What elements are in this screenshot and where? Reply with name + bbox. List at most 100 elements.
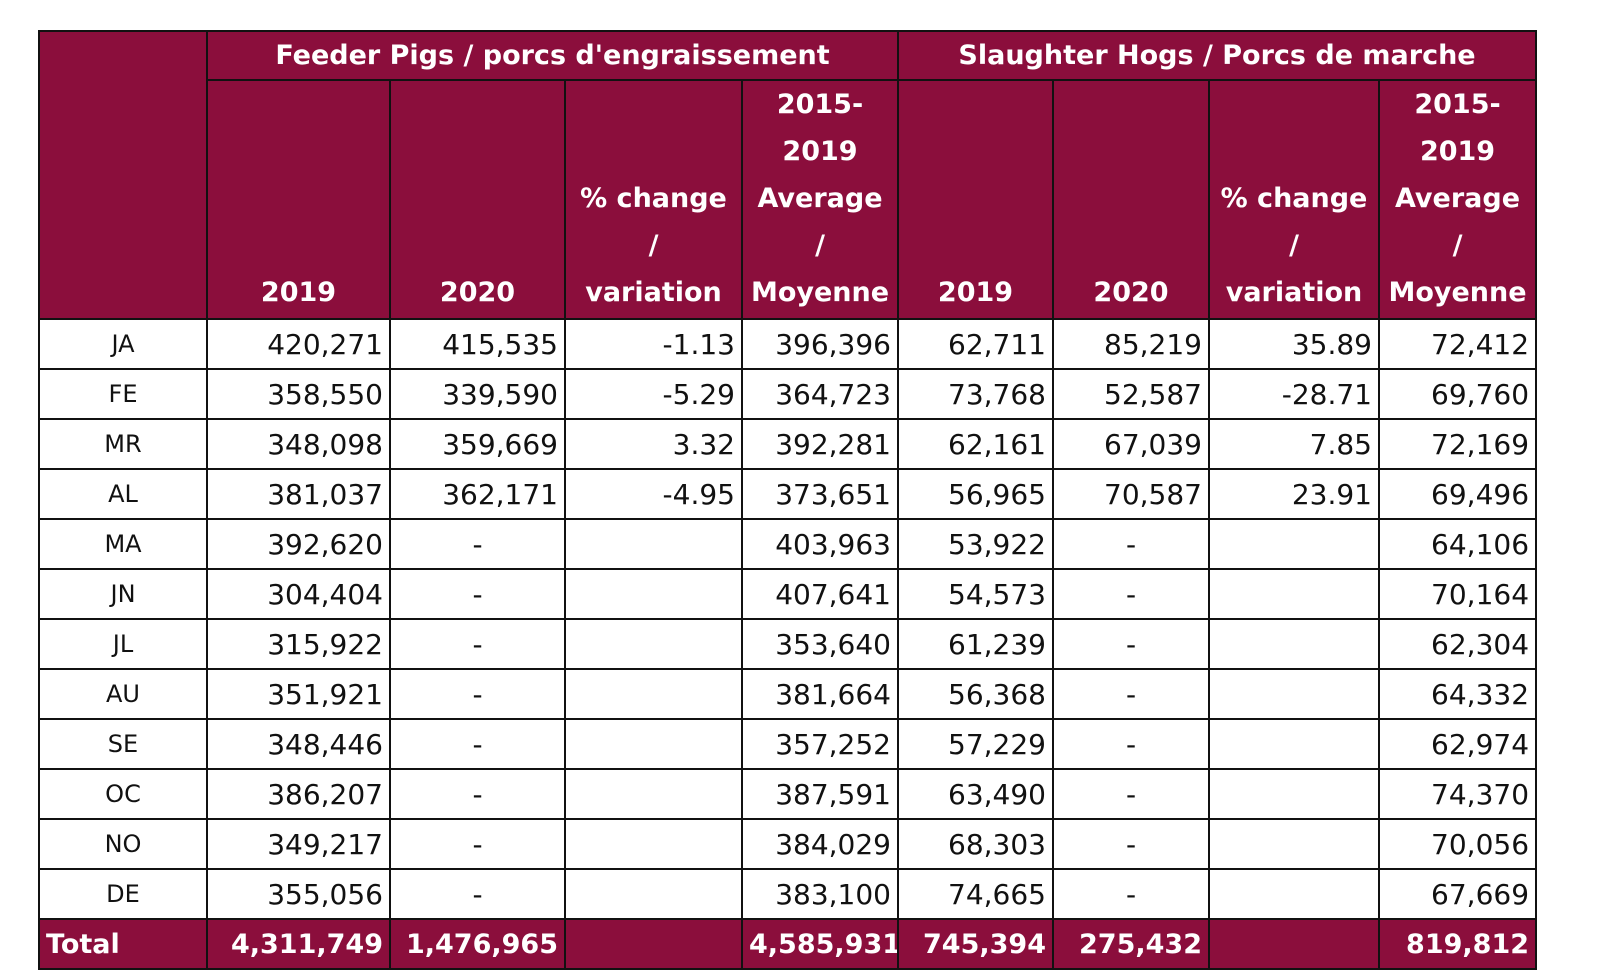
- table-row: AU 351,921-381,664 56,368-64,332: [38, 668, 1538, 720]
- slaughter-2020-cell: -: [1052, 868, 1210, 920]
- total-label: Total: [38, 918, 208, 970]
- slaughter-2019-cell: 62,161: [897, 418, 1054, 470]
- header-text: variation: [585, 277, 722, 308]
- feeder-2019-cell: 358,550: [206, 368, 391, 420]
- slaughter-average-cell: 74,370: [1377, 768, 1538, 820]
- feeder-2020-cell: -: [389, 768, 566, 820]
- slaughter-2019-cell: 74,665: [897, 868, 1054, 920]
- feeder-average-cell: 407,641: [741, 568, 899, 620]
- slaughter-2020-header: 2020: [1052, 79, 1210, 320]
- feeder-2019-cell: 349,217: [206, 818, 391, 870]
- table-body: JA 420,271 415,535 -1.13 396,396 62,711 85,219…: [38, 318, 1538, 920]
- total-feeder-average: 4,585,931: [741, 918, 899, 970]
- feeder-pct-change-cell: [564, 768, 743, 820]
- feeder-pct-change-cell: [564, 568, 743, 620]
- feeder-2020-cell: -: [389, 718, 566, 770]
- header-text: 2015-: [776, 89, 864, 120]
- slaughter-2020-cell: -: [1052, 718, 1210, 770]
- feeder-2020-cell: -: [389, 568, 566, 620]
- total-slaughter-average: 819,812: [1377, 918, 1538, 970]
- slaughter-pct-change-cell: 23.91: [1208, 468, 1380, 520]
- feeder-average-cell: 357,252: [741, 718, 899, 770]
- slaughter-pct-change-cell: [1208, 768, 1380, 820]
- slaughter-2020-cell: 67,039: [1052, 418, 1210, 470]
- feeder-2019-cell: 381,037: [206, 468, 391, 520]
- slaughter-average-cell: 72,169: [1377, 418, 1538, 470]
- header-text: Moyenne: [1388, 277, 1527, 308]
- slaughter-2019-cell: 54,573: [897, 568, 1054, 620]
- feeder-2019-cell: 348,446: [206, 718, 391, 770]
- feeder-2019-cell: 304,404: [206, 568, 391, 620]
- header-text: 2019: [782, 136, 858, 167]
- feeder-pct-change-cell: -5.29: [564, 368, 743, 420]
- slaughter-2019-header: 2019: [897, 79, 1054, 320]
- slaughter-2020-cell: 85,219: [1052, 318, 1210, 370]
- feeder-average-cell: 387,591: [741, 768, 899, 820]
- header-text: 2019: [937, 277, 1014, 308]
- feeder-pct-change-cell: -4.95: [564, 468, 743, 520]
- feeder-average-cell: 381,664: [741, 668, 899, 720]
- table-row: SE 348,446-357,252 57,229-62,974: [38, 718, 1538, 770]
- slaughter-pct-change-cell: 35.89: [1208, 318, 1380, 370]
- slaughter-average-cell: 72,412: [1377, 318, 1538, 370]
- slaughter-pct-change-cell: [1208, 668, 1380, 720]
- feeder-2020-cell: -: [389, 518, 566, 570]
- corner-cell: [38, 30, 208, 320]
- feeder-average-cell: 403,963: [741, 518, 899, 570]
- feeder-2020-cell: 362,171: [389, 468, 566, 520]
- header-text: Average /: [1395, 183, 1521, 261]
- group-header-row: Feeder Pigs / porcs d'engraissement Slau…: [38, 30, 1538, 320]
- slaughter-average-cell: 64,332: [1377, 668, 1538, 720]
- feeder-average-header: 2015- 2019 Average / Moyenne: [741, 79, 899, 320]
- month-cell: AL: [38, 468, 208, 520]
- feeder-pct-change-cell: [564, 618, 743, 670]
- month-cell: JN: [38, 568, 208, 620]
- table-row: JN 304,404-407,641 54,573-70,164: [38, 568, 1538, 620]
- slaughter-2020-cell: -: [1052, 668, 1210, 720]
- slaughter-pct-change-cell: [1208, 818, 1380, 870]
- month-cell: JL: [38, 618, 208, 670]
- feeder-average-cell: 384,029: [741, 818, 899, 870]
- feeder-2019-cell: 355,056: [206, 868, 391, 920]
- feeder-2019-cell: 351,921: [206, 668, 391, 720]
- feeder-average-cell: 364,723: [741, 368, 899, 420]
- table-row: MR 348,098 359,669 3.32 392,281 62,161 67,039 7…: [38, 418, 1538, 470]
- feeder-pct-change-cell: 3.32: [564, 418, 743, 470]
- feeder-2020-cell: -: [389, 868, 566, 920]
- slaughter-2020-cell: -: [1052, 518, 1210, 570]
- slaughter-2020-cell: 70,587: [1052, 468, 1210, 520]
- month-cell: JA: [38, 318, 208, 370]
- feeder-pct-change-cell: -1.13: [564, 318, 743, 370]
- slaughter-2020-cell: -: [1052, 768, 1210, 820]
- total-slaughter-2019: 745,394: [897, 918, 1054, 970]
- month-cell: FE: [38, 368, 208, 420]
- table-row: AL 381,037 362,171 -4.95 373,651 56,965 70,587…: [38, 468, 1538, 520]
- slaughter-2020-cell: -: [1052, 618, 1210, 670]
- slaughter-pct-change-cell: -28.71: [1208, 368, 1380, 420]
- slaughter-average-cell: 69,496: [1377, 468, 1538, 520]
- slaughter-2019-cell: 62,711: [897, 318, 1054, 370]
- feeder-average-cell: 373,651: [741, 468, 899, 520]
- total-slaughter-2020: 275,432: [1052, 918, 1210, 970]
- slaughter-2019-cell: 57,229: [897, 718, 1054, 770]
- feeder-pct-change-cell: [564, 818, 743, 870]
- slaughter-2019-cell: 53,922: [897, 518, 1054, 570]
- feeder-pct-change-cell: [564, 518, 743, 570]
- total-feeder-2019: 4,311,749: [206, 918, 391, 970]
- table-row: JL 315,922-353,640 61,239-62,304: [38, 618, 1538, 670]
- table-row: OC 386,207-387,591 63,490-74,370: [38, 768, 1538, 820]
- slaughter-pct-change-cell: [1208, 718, 1380, 770]
- total-row: Total 4,311,749 1,476,965 4,585,931 745,…: [38, 918, 1538, 970]
- feeder-2019-cell: 386,207: [206, 768, 391, 820]
- feeder-pct-change-cell: [564, 868, 743, 920]
- slaughter-average-header: 2015- 2019 Average / Moyenne: [1377, 79, 1538, 320]
- column-header-row: 2019 2020 % change / variation 2015- 201…: [39, 79, 1538, 320]
- feeder-2019-cell: 392,620: [206, 518, 391, 570]
- header-text: 2020: [439, 277, 516, 308]
- table-row: NO 349,217-384,029 68,303-70,056: [38, 818, 1538, 870]
- feeder-2020-cell: -: [389, 668, 566, 720]
- slaughter-pct-change-cell: [1208, 868, 1380, 920]
- header-text: 2015-: [1414, 89, 1501, 120]
- month-cell: MA: [38, 518, 208, 570]
- slaughter-2019-cell: 63,490: [897, 768, 1054, 820]
